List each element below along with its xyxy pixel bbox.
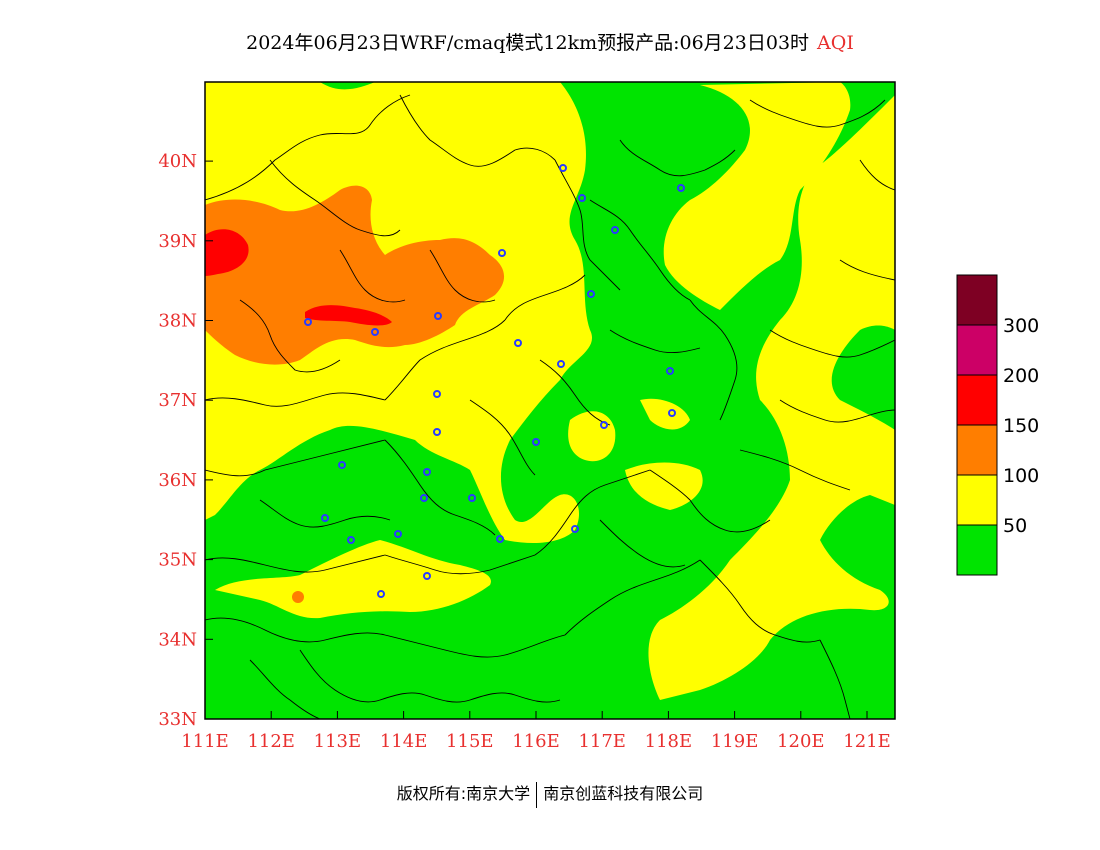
x-tick-label: 118E xyxy=(645,731,693,752)
x-tick-label: 115E xyxy=(446,731,494,752)
x-tick-label: 119E xyxy=(711,731,759,752)
legend-label: 300 xyxy=(1003,315,1039,337)
y-tick-label: 36N xyxy=(158,470,197,491)
footer: 版权所有:南京大学 南京创蓝科技有限公司 xyxy=(0,780,1100,808)
x-tick-label: 111E xyxy=(181,731,229,752)
aqi-unhealthy-area-west xyxy=(205,229,249,276)
y-tick-label: 38N xyxy=(158,311,197,332)
aqi-usg-spot xyxy=(292,591,304,603)
company-text: 南京创蓝科技有限公司 xyxy=(543,784,704,803)
legend-label: 200 xyxy=(1003,365,1039,387)
legend-swatch xyxy=(956,274,998,326)
title-main: 2024年06月23日WRF/cmaq模式12km预报产品:06月23日03时 xyxy=(246,32,810,54)
x-tick-label: 113E xyxy=(314,731,362,752)
y-tick-label: 40N xyxy=(158,151,197,172)
y-tick-label: 34N xyxy=(158,629,197,650)
footer-separator xyxy=(536,781,538,808)
aqi-moderate-area-south xyxy=(215,540,491,619)
x-axis: 111E 112E 113E 114E 115E 116E 117E 118E 119E 120E… xyxy=(181,711,891,752)
y-axis: 33N 34N 35N 36N 37N 38N 39N 40N xyxy=(158,151,213,730)
title-variable: AQI xyxy=(817,32,854,54)
legend-swatch xyxy=(956,374,998,426)
x-tick-label: 117E xyxy=(578,731,626,752)
x-tick-label: 112E xyxy=(247,731,295,752)
legend-swatch xyxy=(956,524,998,576)
legend-label: 150 xyxy=(1003,415,1039,437)
map-title: 2024年06月23日WRF/cmaq模式12km预报产品:06月23日03时 A… xyxy=(0,28,1100,55)
legend-swatch xyxy=(956,324,998,376)
copyright-text: 版权所有:南京大学 xyxy=(396,784,531,803)
aqi-unhealthy-area-central xyxy=(305,305,392,326)
x-tick-label: 114E xyxy=(380,731,428,752)
admin-boundaries xyxy=(205,94,895,719)
y-tick-label: 37N xyxy=(158,390,197,411)
legend-label: 50 xyxy=(1003,515,1027,537)
x-tick-label: 116E xyxy=(512,731,560,752)
aqi-field xyxy=(205,82,895,719)
legend-swatch xyxy=(956,424,998,476)
y-tick-label: 35N xyxy=(158,550,197,571)
legend-swatch xyxy=(956,474,998,526)
y-tick-label: 33N xyxy=(158,709,197,730)
legend-label: 100 xyxy=(1003,465,1039,487)
x-tick-label: 121E xyxy=(843,731,891,752)
aqi-legend: 50 100 150 200 300 xyxy=(956,274,1039,576)
y-tick-label: 39N xyxy=(158,231,197,252)
monitoring-stations xyxy=(304,164,685,598)
aqi-moderate-area-east xyxy=(648,82,895,700)
x-tick-label: 120E xyxy=(777,731,825,752)
